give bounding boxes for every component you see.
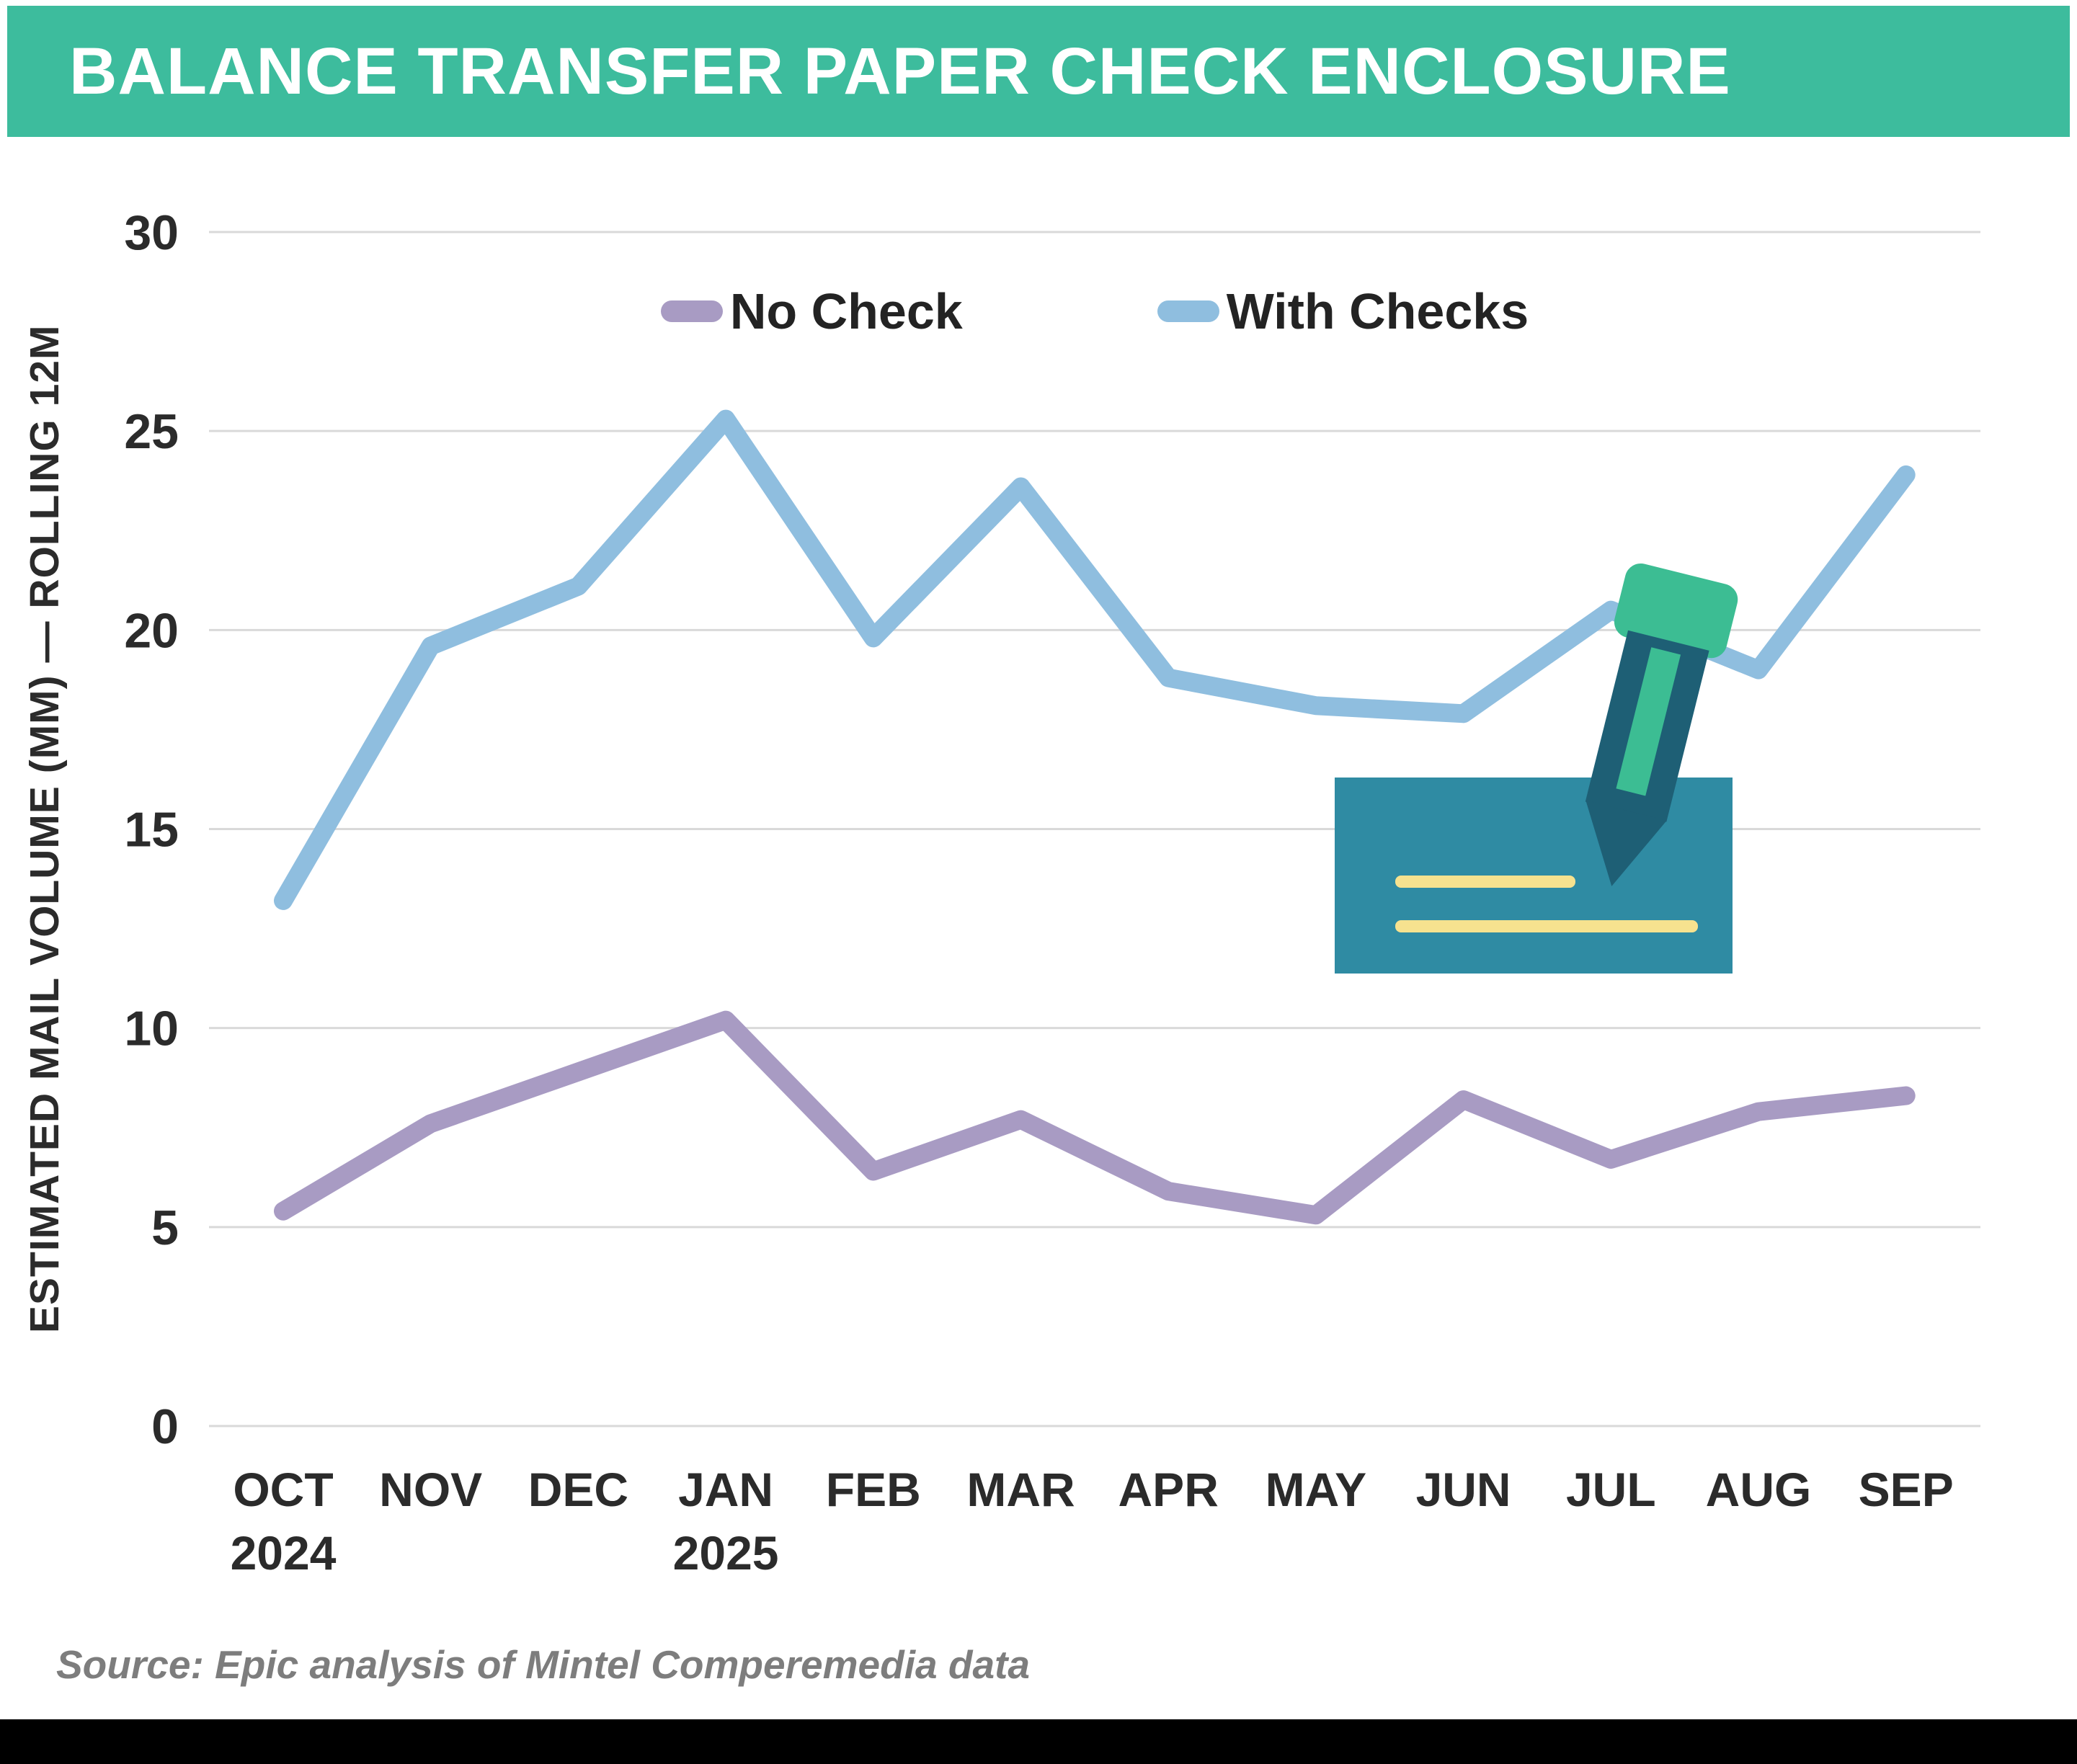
header-bar: BALANCE TRANSFER PAPER CHECK ENCLOSURE (7, 6, 2070, 137)
x-tick-label: JUL (1566, 1463, 1656, 1516)
x-tick-label: NOV (379, 1463, 482, 1516)
x-year-label: 2024 (231, 1526, 337, 1580)
x-tick-label: JUN (1416, 1463, 1511, 1516)
source-note: Source: Epic analysis of Mintel Comperem… (56, 1642, 1030, 1687)
y-tick-label: 15 (124, 803, 179, 858)
x-tick-label: FEB (826, 1463, 921, 1516)
x-tick-label: DEC (528, 1463, 628, 1516)
page-title: BALANCE TRANSFER PAPER CHECK ENCLOSURE (69, 34, 1731, 108)
y-tick-label: 0 (151, 1399, 179, 1454)
legend-item-with-checks: With Checks (1157, 282, 1529, 340)
legend: No Check With Checks (209, 282, 1980, 340)
x-tick-label: MAR (966, 1463, 1075, 1516)
footer-bar (0, 1719, 2077, 1764)
series-line-no-check (274, 1010, 1916, 1225)
with-checks-swatch-icon (1157, 300, 1219, 322)
y-tick-label: 25 (124, 404, 179, 459)
y-tick-label: 30 (124, 205, 179, 260)
x-tick-label: MAY (1266, 1463, 1367, 1516)
x-tick-label: SEP (1859, 1463, 1954, 1516)
no-check-swatch-icon (660, 300, 723, 322)
y-tick-label: 20 (124, 603, 179, 658)
legend-item-no-check: No Check (660, 282, 963, 340)
x-tick-label: OCT (233, 1463, 333, 1516)
x-tick-label: AUG (1706, 1463, 1812, 1516)
x-year-label: 2025 (673, 1526, 779, 1580)
x-tick-label: JAN (678, 1463, 773, 1516)
y-tick-label: 5 (151, 1200, 179, 1255)
x-tick-label: APR (1118, 1463, 1219, 1516)
legend-label-no-check: No Check (729, 283, 963, 339)
legend-label-with-checks: With Checks (1226, 283, 1529, 339)
y-tick-label: 10 (124, 1002, 179, 1056)
